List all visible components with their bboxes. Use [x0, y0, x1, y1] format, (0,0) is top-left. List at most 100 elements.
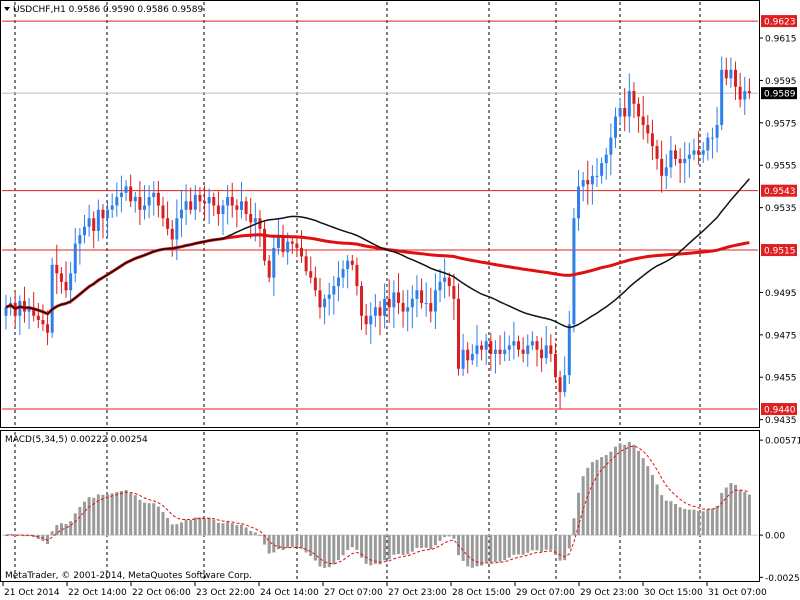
macd-tick-label: 0.00571	[765, 437, 800, 447]
macd-histogram-bar	[447, 535, 451, 537]
macd-histogram-bar	[692, 509, 696, 536]
copyright-text: MetaTrader, © 2001-2014, MetaQuotes Soft…	[5, 571, 252, 581]
candle-body	[281, 237, 285, 253]
candle-body	[447, 277, 451, 287]
moving-averages	[5, 178, 750, 329]
candle-body	[392, 292, 396, 308]
candle-body	[600, 163, 604, 176]
candle-body	[590, 175, 594, 185]
macd-histogram-bar	[669, 501, 673, 536]
candle-body	[286, 241, 290, 253]
candle-body	[106, 209, 110, 219]
macd-histogram-bar	[627, 441, 631, 536]
candle-body	[323, 298, 327, 308]
candle-body	[729, 69, 733, 79]
candle-body	[512, 341, 516, 346]
candle-body	[46, 324, 50, 333]
chart-header[interactable]: USDCHF,H1 0.9586 0.9590 0.9586 0.9589	[4, 5, 203, 15]
candle-body	[32, 307, 36, 316]
macd-histogram-bar	[581, 476, 585, 536]
macd-histogram-bar	[152, 503, 156, 536]
macd-histogram-bar	[396, 535, 400, 555]
macd-histogram-bar	[498, 535, 502, 562]
macd-histogram-bar	[549, 535, 553, 550]
price-axis: 0.9623 0.9543 0.9515 0.9440 0.9589 0.9615 0.95…	[759, 15, 800, 584]
candle-body	[650, 133, 654, 147]
candle-body	[156, 192, 160, 206]
macd-histogram-bar	[64, 524, 68, 536]
macd-histogram-bar	[660, 495, 664, 536]
macd-histogram-bar	[258, 535, 262, 537]
macd-histogram-bar	[156, 506, 160, 536]
macd-histogram-bar	[410, 535, 414, 552]
candle-body	[64, 281, 68, 291]
candle-body	[410, 298, 414, 308]
candle-body	[567, 324, 571, 376]
price-panel[interactable]	[0, 0, 760, 428]
macd-histogram-bar	[715, 505, 719, 536]
level-label-badge	[761, 403, 797, 416]
macd-histogram-bar	[73, 513, 77, 536]
macd-histogram-bar	[272, 535, 276, 553]
horizontal-levels	[2, 20, 758, 410]
candle-body	[669, 150, 673, 168]
macd-histogram-bar	[517, 535, 521, 555]
macd-histogram-bar	[470, 535, 474, 568]
macd-histogram-bar	[59, 523, 63, 536]
macd-histogram-bar	[609, 451, 613, 536]
candle-body	[221, 205, 225, 214]
macd-histogram-bar	[507, 535, 511, 558]
macd-histogram-bar	[207, 517, 211, 536]
candle-body	[618, 108, 622, 117]
candle-body	[184, 201, 188, 210]
macd-histogram-bar	[632, 444, 636, 536]
macd-histogram-bar	[540, 535, 544, 552]
candle-body	[433, 290, 437, 312]
macd-histogram-bar	[747, 494, 751, 536]
candle-body	[59, 273, 63, 282]
candle-body	[701, 150, 705, 155]
price-tick-label: 0.9615	[765, 35, 797, 45]
macd-histogram-bar	[13, 535, 17, 537]
candle-body	[683, 158, 687, 164]
candle-body	[129, 186, 133, 202]
macd-histogram-bar	[535, 535, 539, 551]
candle-body	[743, 91, 747, 100]
candle-body	[655, 146, 659, 159]
macd-histogram-bar	[55, 525, 59, 536]
macd-histogram-bar	[4, 535, 8, 537]
macd-histogram-bar	[521, 535, 525, 555]
candle-body	[110, 205, 114, 210]
candle-body	[396, 292, 400, 304]
macd-histogram-bar	[276, 535, 280, 550]
macd-histogram-bar	[313, 535, 317, 561]
candle-body	[480, 345, 484, 350]
macd-histogram-bar	[133, 495, 137, 536]
dropdown-triangle-icon[interactable]	[4, 7, 10, 11]
candle-body	[175, 218, 179, 240]
candle-body	[216, 205, 220, 214]
macd-histogram-bar	[226, 521, 230, 536]
candle-body	[544, 345, 548, 359]
fast-moving-average-line	[5, 178, 750, 329]
candle-body	[101, 209, 105, 219]
macd-histogram-bar	[710, 508, 714, 536]
time-tick-label: 27 Oct 23:00	[388, 588, 447, 598]
candle-body	[604, 154, 608, 164]
candle-body	[263, 228, 267, 261]
macd-histogram-bar	[216, 522, 220, 536]
candle-body	[73, 243, 77, 274]
candle-body	[715, 124, 719, 138]
macd-histogram-bar	[46, 535, 50, 545]
candle-body	[290, 241, 294, 244]
candle-body	[276, 237, 280, 248]
candle-body	[641, 116, 645, 125]
candle-body	[475, 345, 479, 354]
macd-histogram-bar	[595, 459, 599, 536]
macd-histogram-bar	[189, 520, 193, 536]
macd-histogram-bar	[655, 484, 659, 536]
time-tick-label: 22 Oct 14:00	[68, 588, 127, 598]
time-tick-label: 24 Oct 14:00	[260, 588, 319, 598]
candle-body	[124, 186, 128, 193]
macd-histogram-bar	[493, 535, 497, 563]
